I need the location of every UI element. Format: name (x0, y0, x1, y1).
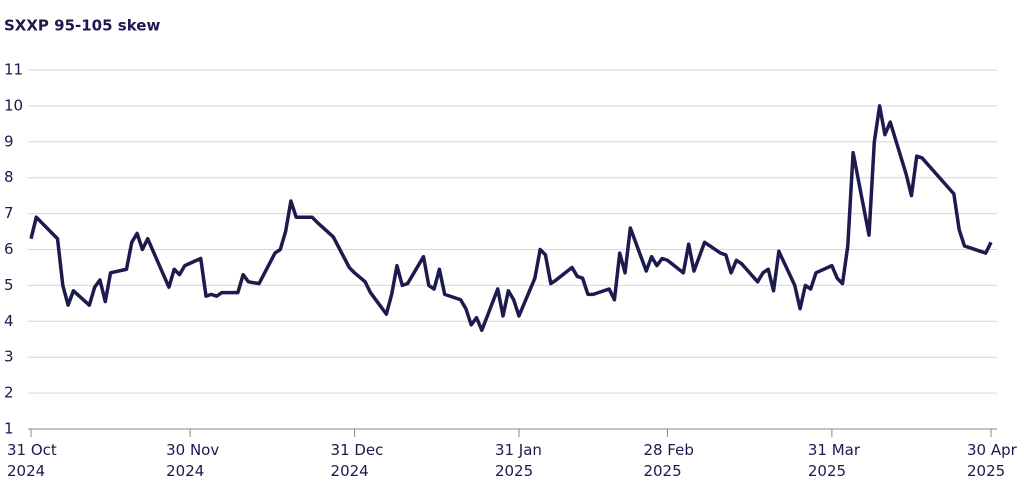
x-tick-label: 28 Feb 2025 (643, 441, 694, 480)
y-tick-label: 1 (4, 420, 14, 438)
x-tick-label: 31 Mar 2025 (807, 441, 861, 480)
y-tick-label: 7 (4, 204, 14, 222)
x-tick-label: 31 Dec 2024 (330, 441, 384, 480)
y-tick-label: 11 (4, 61, 23, 79)
y-tick-label: 6 (4, 240, 14, 258)
x-tick-label: 30 Nov 2024 (166, 441, 220, 480)
y-tick-label: 10 (4, 96, 23, 114)
y-tick-label: 2 (4, 384, 14, 402)
y-tick-label: 9 (4, 132, 14, 150)
x-tick-label: 31 Oct 2024 (7, 441, 57, 480)
x-tick-label: 31 Jan 2025 (494, 441, 542, 480)
x-tick-label: 30 Apr 2025 (967, 441, 1017, 480)
chart-title: SXXP 95-105 skew (4, 17, 160, 35)
y-tick-label: 3 (4, 348, 14, 366)
y-tick-label: 5 (4, 276, 14, 294)
y-tick-label: 8 (4, 168, 14, 186)
y-tick-label: 4 (4, 312, 14, 330)
line-series (29, 104, 993, 333)
